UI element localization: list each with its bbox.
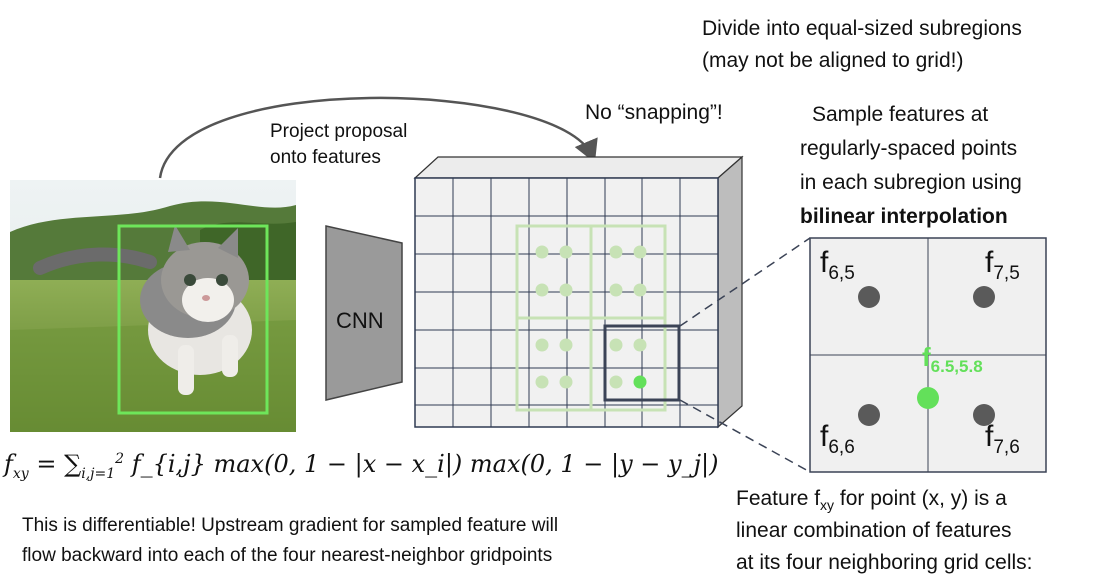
sample-text-line1: Sample features at [812,103,989,126]
differentiable-text-line2: flow backward into each of the four near… [22,545,553,566]
sample-text-line3: in each subregion using [800,171,1022,194]
bilinear-formula: fxy = ∑i,j=12 f_{i,j} max(0, 1 − |x − x_… [4,450,719,482]
cnn-block [325,225,403,401]
label-f76: f7,6 [985,420,1020,458]
project-text-line1: Project proposal [270,121,408,142]
cnn-label: CNN [336,308,384,333]
neighbor-points [858,286,995,426]
divide-text-line1: Divide into equal-sized subregions [702,17,1022,40]
projection-arrow [158,96,598,179]
sample-points [535,245,647,389]
differentiable-text-line1: This is differentiable! Upstream gradien… [22,515,559,536]
subregion-grid [515,224,667,412]
kitten-photo [10,180,296,432]
highlighted-sample-point [633,375,647,389]
label-f66: f6,6 [820,420,855,458]
zoom-panel [809,237,1047,473]
label-fsample: f6.5,5.8 [922,342,983,377]
zoom-lines [679,237,811,473]
feature-text-line2: linear combination of features [736,519,1012,542]
divide-text-line2: (may not be aligned to grid!) [702,49,964,72]
label-f75: f7,5 [985,246,1020,284]
proposal-box [117,224,269,415]
sample-text-line4: bilinear interpolation [800,205,1008,228]
interpolated-point [917,387,939,409]
feature-map [413,155,744,429]
sample-text-line2: regularly-spaced points [800,137,1018,160]
feature-text-line1: Feature fxy for point (x, y) is a [736,487,1007,514]
no-snapping-text: No “snapping”! [585,101,723,124]
project-text-line2: onto features [270,147,381,168]
selected-cell [603,324,681,402]
label-f65: f6,5 [820,246,855,284]
feature-text-line3: at its four neighboring grid cells: [736,551,1033,574]
